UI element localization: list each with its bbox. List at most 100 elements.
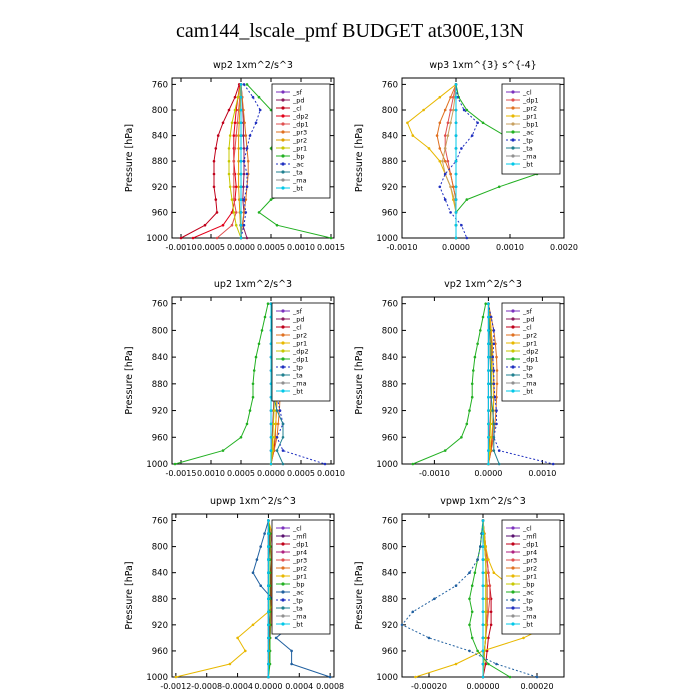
- data-point: [443, 172, 447, 176]
- legend-marker: [511, 146, 515, 150]
- data-point: [274, 422, 278, 426]
- data-point: [252, 369, 256, 372]
- y-tick-label: 760: [382, 80, 398, 90]
- data-point: [481, 623, 485, 627]
- legend-label: _cl: [292, 324, 302, 332]
- y-tick-label: 880: [152, 595, 168, 605]
- data-point: [484, 571, 488, 574]
- legend-marker: [511, 574, 515, 578]
- legend-label: _sf: [292, 308, 303, 316]
- legend-label: _pr4: [522, 549, 537, 557]
- legend-marker: [511, 154, 515, 158]
- data-point: [244, 134, 248, 137]
- legend-marker: [511, 614, 515, 618]
- data-point: [497, 185, 501, 189]
- data-point: [258, 108, 262, 112]
- legend-marker: [281, 566, 285, 570]
- data-point: [454, 185, 458, 189]
- legend-marker: [281, 365, 285, 369]
- chart-panel-2: wp3 1xm^{3} s^{-4} Pressure [hPa] 760 800 84…: [354, 60, 578, 252]
- data-point: [233, 108, 237, 112]
- legend-label: _sf: [522, 308, 533, 316]
- data-point: [230, 211, 234, 214]
- data-point: [443, 159, 447, 163]
- y-tick-label: 920: [382, 407, 398, 417]
- panel-title: wp3 1xm^{3} s^{-4}: [429, 60, 536, 71]
- legend-marker: [511, 558, 515, 562]
- y-tick-label: 880: [382, 595, 398, 605]
- legend-label: _cl: [522, 525, 532, 533]
- data-point: [267, 545, 270, 548]
- data-point: [275, 436, 279, 439]
- data-point: [274, 636, 278, 640]
- legend-label: _pr1: [292, 145, 307, 153]
- legend-marker: [511, 114, 515, 118]
- data-point: [446, 121, 450, 125]
- y-tick-label: 960: [152, 647, 168, 657]
- data-point: [275, 449, 279, 452]
- y-tick-label: 920: [152, 407, 168, 417]
- y-tick-label: 840: [152, 353, 168, 363]
- data-point: [414, 675, 417, 679]
- data-point: [481, 558, 485, 561]
- data-point: [269, 422, 273, 426]
- data-point: [267, 636, 270, 640]
- legend-marker: [281, 373, 285, 377]
- x-tick-label: 0.0010: [528, 469, 556, 478]
- data-point: [492, 436, 496, 439]
- data-point: [449, 185, 452, 189]
- data-point: [476, 342, 479, 346]
- legend-label: _mfl: [522, 533, 537, 541]
- data-point: [481, 519, 485, 522]
- data-point: [239, 436, 243, 439]
- data-point: [535, 675, 539, 679]
- data-point: [488, 584, 492, 587]
- data-point: [267, 662, 270, 666]
- legend-label: _cl: [292, 525, 302, 533]
- x-tick-label: 0.0020: [550, 243, 578, 252]
- plot-frame: [171, 296, 335, 465]
- series-line-dp1: [412, 303, 487, 465]
- data-point: [492, 422, 496, 426]
- data-point: [245, 147, 249, 150]
- legend-box: [271, 83, 331, 199]
- x-tick-label: -0.0015: [166, 469, 197, 478]
- data-point: [215, 236, 219, 240]
- data-point: [470, 584, 474, 587]
- x-tick-label: 0.0005: [227, 469, 255, 478]
- data-point: [251, 382, 255, 386]
- data-point: [237, 159, 240, 163]
- data-point: [239, 211, 243, 214]
- y-tick-label: 760: [382, 517, 398, 527]
- data-point: [179, 236, 183, 240]
- x-tick-label: 0.0005: [287, 469, 315, 478]
- data-point: [281, 422, 285, 426]
- data-point: [454, 121, 458, 125]
- data-point: [263, 532, 266, 535]
- data-point: [492, 382, 496, 386]
- legend-label: _pr3: [292, 557, 307, 565]
- data-point: [493, 395, 497, 399]
- data-point: [248, 134, 252, 137]
- data-point: [495, 422, 498, 426]
- legend-label: _ta: [292, 605, 303, 613]
- data-point: [254, 355, 258, 359]
- page-title: cam144_lscale_pmf BUDGET at300E,13N: [176, 20, 524, 42]
- data-point: [495, 409, 498, 412]
- data-point: [468, 597, 471, 601]
- legend-marker: [511, 333, 515, 337]
- legend-marker: [511, 90, 515, 94]
- legend-label: _pr2: [522, 332, 537, 340]
- data-point: [243, 121, 246, 125]
- data-point: [263, 315, 267, 319]
- data-point: [454, 95, 458, 99]
- data-point: [248, 409, 252, 412]
- data-point: [242, 108, 245, 112]
- legend-marker: [281, 550, 285, 554]
- data-point: [452, 108, 455, 112]
- data-point: [489, 315, 493, 319]
- data-point: [489, 382, 492, 386]
- data-point: [234, 223, 238, 227]
- data-point: [487, 342, 490, 346]
- legend-marker: [281, 558, 285, 562]
